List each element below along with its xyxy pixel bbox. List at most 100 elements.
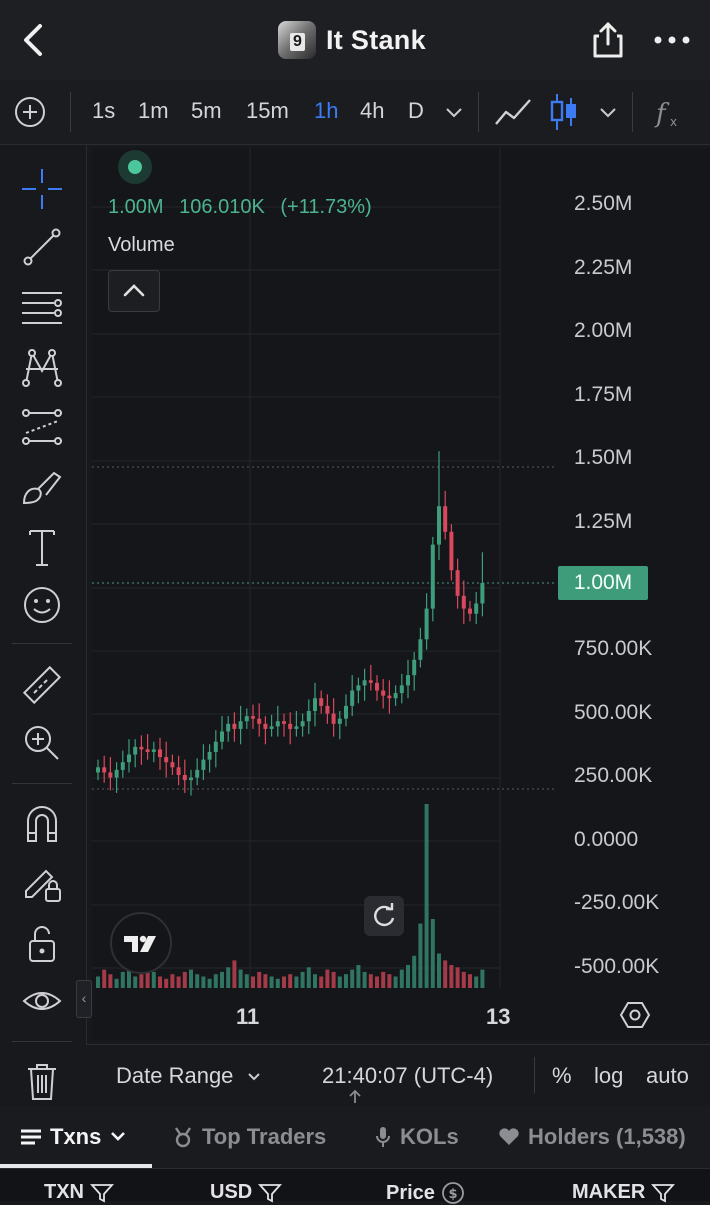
candle-body [269,726,274,729]
crosshair-icon[interactable] [20,167,64,211]
column-price[interactable]: Price $ [386,1181,465,1205]
collapse-toolbar-button[interactable]: ‹ [76,980,92,1018]
resize-handle-icon[interactable] [346,1088,364,1124]
chart-settings-icon[interactable] [618,998,652,1032]
text-tool-icon[interactable] [20,525,64,569]
candle-body [257,718,262,724]
volume-bar [151,971,156,988]
candle-body [244,716,249,722]
timeframe-1h[interactable]: 1h [314,98,339,123]
tradingview-logo[interactable] [110,912,172,974]
candle-body [127,754,131,763]
candle-body [393,693,398,699]
lock-drawing-icon[interactable] [20,861,64,905]
reset-chart-button[interactable] [364,896,404,936]
share-icon[interactable] [590,20,626,60]
candle-body [449,531,454,571]
candle-body [96,767,100,773]
chevron-down-icon[interactable] [598,106,618,120]
fib-levels-icon[interactable] [20,285,64,329]
candlestick-icon[interactable] [550,92,578,132]
candle-body [108,772,113,778]
candle-body [461,595,466,609]
chart-canvas[interactable] [92,148,710,1040]
unlock-icon[interactable] [20,921,64,965]
volume-bar [244,974,249,988]
projection-icon[interactable] [20,405,64,449]
timeframe-1s[interactable]: 1s [92,98,116,123]
chevron-down-icon [247,1073,260,1081]
dollar-icon: $ [442,1182,464,1204]
candle-body [195,769,200,778]
candle-body [418,639,423,660]
trash-icon[interactable] [20,1059,64,1103]
chevron-left-icon[interactable] [18,22,50,58]
price-axis-label: 1.75M [574,383,633,406]
bottom-divider [534,1057,535,1093]
candle-body [102,767,107,773]
timeframe-1m[interactable]: 1m [138,98,169,123]
column-label: MAKER [572,1181,646,1203]
eye-icon[interactable] [20,979,64,1023]
line-chart-icon[interactable] [494,96,532,128]
timeframe-d[interactable]: D [408,98,424,123]
drawing-toolbar [0,145,87,1105]
candle-body [468,608,472,614]
timeframe-4h[interactable]: 4h [360,98,385,123]
toolbar-divider [70,92,71,132]
svg-text:$: $ [448,1187,457,1202]
candle-body [226,723,231,732]
chevron-down-icon [111,1132,126,1141]
candle-body [480,583,485,604]
chevron-down-icon[interactable] [444,106,464,120]
trend-line-icon[interactable] [20,225,64,269]
ruler-icon[interactable] [20,663,64,707]
tab-kols[interactable]: KOLs [374,1124,459,1150]
candle-body [406,675,410,686]
volume-bar [375,976,379,988]
candle-body [164,757,169,763]
more-icon[interactable] [652,28,692,52]
price-axis-label: 2.25M [574,256,633,279]
legend-change-pct: (+11.73%) [280,196,372,218]
timeframe-5m[interactable]: 5m [191,98,222,123]
auto-scale-toggle[interactable]: auto [646,1063,689,1088]
volume-bar [337,976,342,988]
candle-body [362,680,367,686]
price-axis-label: 2.00M [574,319,633,342]
volume-bar [362,971,367,988]
candle-body [139,746,144,750]
candle-body [263,723,268,729]
percent-toggle[interactable]: % [552,1063,572,1088]
chevron-up-icon [123,284,145,297]
zoom-in-icon[interactable] [20,721,64,765]
candle-body [114,769,119,778]
tool-divider [12,643,72,644]
column-txn[interactable]: TXN [44,1181,114,1204]
time-axis-label: 13 [486,1004,511,1029]
column-maker[interactable]: MAKER [572,1181,676,1204]
tab-txns[interactable]: Txns [20,1124,127,1150]
volume-bar [399,969,404,988]
log-toggle[interactable]: log [594,1063,624,1088]
indicators-fx-icon[interactable]: f x [652,94,686,130]
add-indicator-icon[interactable] [14,96,46,128]
date-range-dropdown[interactable]: Date Range [116,1063,262,1089]
pattern-icon[interactable] [20,345,64,389]
rotate-icon [374,903,395,927]
brush-icon[interactable] [20,465,64,509]
magnet-icon[interactable] [20,801,64,845]
volume-bar [176,976,181,988]
active-tab-indicator [0,1164,152,1168]
volume-bar [437,953,441,988]
timeframe-15m[interactable]: 15m [246,98,289,123]
tab-holders[interactable]: Holders (1,538) [498,1124,686,1150]
tab-top-traders[interactable]: Top Traders [172,1124,326,1150]
volume-bar [387,974,392,988]
mic-icon [376,1127,390,1147]
collapse-legend-button[interactable] [108,270,160,312]
emoji-icon[interactable] [20,583,64,627]
volume-bar [325,969,330,988]
volume-bar [461,971,466,988]
column-usd[interactable]: USD [210,1181,283,1204]
